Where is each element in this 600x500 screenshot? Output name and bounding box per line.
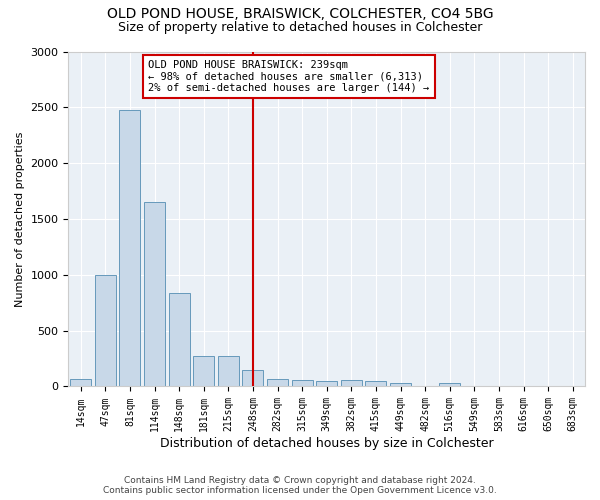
Bar [218, 356, 239, 386]
Text: Size of property relative to detached houses in Colchester: Size of property relative to detached ho… [118, 21, 482, 34]
Bar [365, 382, 386, 386]
Text: OLD POND HOUSE BRAISWICK: 239sqm
← 98% of detached houses are smaller (6,313)
2%: OLD POND HOUSE BRAISWICK: 239sqm ← 98% o… [148, 60, 430, 93]
Bar [316, 382, 337, 386]
Bar [144, 202, 165, 386]
Text: Contains HM Land Registry data © Crown copyright and database right 2024.
Contai: Contains HM Land Registry data © Crown c… [103, 476, 497, 495]
X-axis label: Distribution of detached houses by size in Colchester: Distribution of detached houses by size … [160, 437, 494, 450]
Bar [242, 370, 263, 386]
Bar [439, 382, 460, 386]
Bar [267, 378, 288, 386]
Y-axis label: Number of detached properties: Number of detached properties [15, 132, 25, 306]
Bar [292, 380, 313, 386]
Bar [95, 275, 116, 386]
Bar [390, 382, 411, 386]
Text: OLD POND HOUSE, BRAISWICK, COLCHESTER, CO4 5BG: OLD POND HOUSE, BRAISWICK, COLCHESTER, C… [107, 8, 493, 22]
Bar [119, 110, 140, 386]
Bar [193, 356, 214, 386]
Bar [169, 292, 190, 386]
Bar [70, 378, 91, 386]
Bar [341, 380, 362, 386]
